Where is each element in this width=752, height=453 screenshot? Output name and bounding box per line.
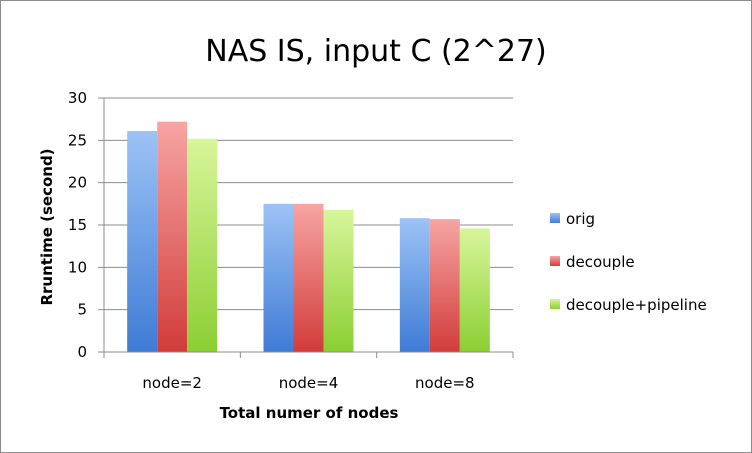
y-tick-label: 15 [68,216,87,234]
bar-decouple-pipeline-node-8 [459,228,490,352]
chart-title: NAS IS, input C (2^27) [205,34,547,69]
x-tick-label: node=8 [415,374,475,392]
y-tick-label: 5 [77,301,87,319]
bar-orig-node-4 [263,203,294,352]
legend-label: decouple+pipeline [566,296,707,314]
x-tick-label: node=2 [142,374,202,392]
legend-label: orig [566,210,595,228]
bar-decouple-pipeline-node-2 [187,138,218,352]
legend-swatch [550,213,560,223]
bar-decouple-pipeline-node-4 [323,209,354,352]
bar-decouple-node-8 [429,219,460,352]
x-tick-labels: node=2 node=4 node=8 [142,374,474,392]
legend-label: decouple [566,253,635,271]
legend: orig decouple decouple+pipeline [550,210,707,314]
legend-swatch [550,256,560,266]
axes [103,98,513,353]
bars-group [127,121,490,352]
bar-orig-node-2 [127,131,158,352]
y-tick-label: 25 [68,131,87,149]
bar-orig-node-8 [399,218,430,352]
y-tick-labels: 0 5 10 15 20 25 30 [68,89,87,361]
bar-decouple-node-2 [157,121,188,352]
x-axis-title: Total numer of nodes [220,404,399,422]
bar-decouple-node-4 [293,203,324,352]
y-tick-label: 0 [77,343,87,361]
legend-swatch [550,299,560,309]
y-axis-title: Rruntime (second) [38,148,56,305]
y-tick-label: 20 [68,174,87,192]
y-tick-label: 10 [68,258,87,276]
y-tick-label: 30 [68,89,87,107]
x-tick-label: node=4 [279,374,339,392]
